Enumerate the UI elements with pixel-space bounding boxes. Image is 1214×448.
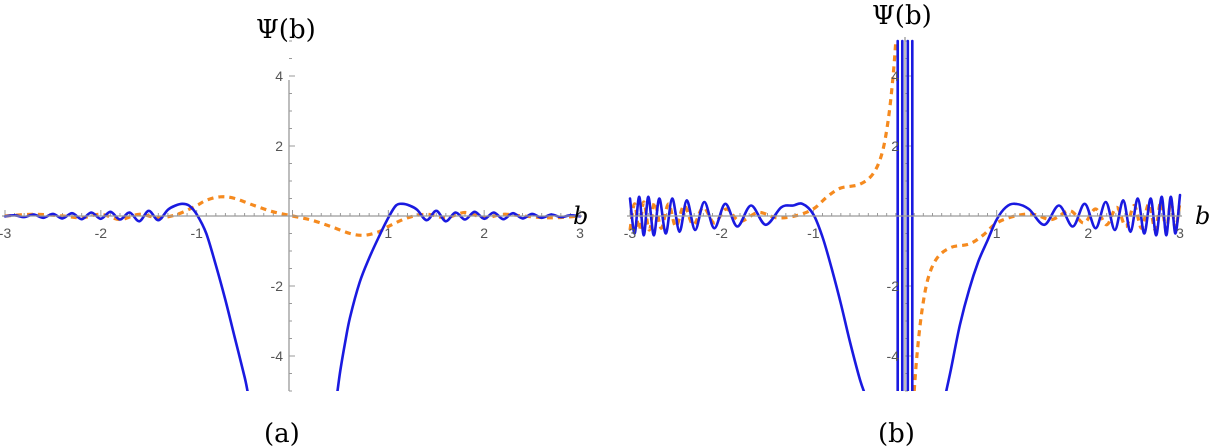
panel-a-y-tick-label: 2: [275, 138, 283, 154]
panel-a-x-tick-label: -3: [0, 225, 11, 241]
panel-a-ylabel: Ψ(b): [256, 15, 316, 45]
panel-a-x-tick-label: 2: [480, 225, 488, 241]
panel-b-x-tick-label: 1: [993, 225, 1001, 241]
panel-b-dashed-series-segment: [628, 40, 898, 232]
panel-b-x-tick-label: 2: [1084, 225, 1092, 241]
panel-a-solid-series-segment: [336, 202, 582, 391]
panel-a-tick-labels: -3 -2 -1 1 2 3 -4 -2 2 4: [0, 68, 584, 364]
panel-a-axes: [2, 80, 582, 391]
panel-b-dashed-series-segment: [912, 200, 1182, 391]
panel-b-caption: (b): [878, 419, 915, 448]
panel-a-y-tick-label: -2: [271, 278, 284, 294]
panel-b-axes: [627, 37, 1182, 391]
panel-b-solid-series-segment: [945, 193, 1182, 391]
panel-a-solid-series-segment: [3, 202, 249, 391]
panel-a-dashed-series-segment: [4, 195, 581, 237]
panel-b-solid-series-segment: [628, 195, 866, 391]
panel-b-ylabel: Ψ(b): [872, 1, 932, 31]
panel-a-y-tick-label: 4: [275, 68, 283, 84]
panel-b-y-tick-label: 2: [891, 138, 899, 154]
panel-a: -3 -2 -1 1 2 3 -4 -2 2 4 Ψ(b) b (a): [0, 15, 588, 448]
panel-b-tick-labels: -3 -2 -1 1 2 3 -4 -2 2 4: [624, 68, 1184, 364]
panel-a-x-tick-label: -1: [190, 225, 203, 241]
panel-a-series: [3, 195, 582, 391]
panel-a-x-tick-label: 3: [576, 225, 584, 241]
panel-b-x-tick-label: 3: [1176, 225, 1184, 241]
panel-b-y-tick-label: 4: [891, 68, 899, 84]
panel-b-x-tick-label: -2: [715, 225, 728, 241]
panel-b: -3 -2 -1 1 2 3 -4 -2 2 4 Ψ(b) b (b): [624, 1, 1211, 448]
panel-b-y-tick-label: -2: [887, 278, 900, 294]
panel-a-caption: (a): [264, 419, 300, 448]
panel-b-x-tick-label: -1: [807, 225, 820, 241]
panel-a-x-tick-label: 1: [384, 225, 392, 241]
panel-b-x-tick-label: -3: [624, 225, 637, 241]
panel-b-xlabel: b: [1195, 202, 1210, 230]
panel-a-y-tick-label: -4: [271, 348, 284, 364]
panel-a-xlabel: b: [573, 202, 588, 230]
panel-a-x-tick-label: -2: [95, 225, 108, 241]
panel-b-y-tick-label: -4: [887, 348, 900, 364]
